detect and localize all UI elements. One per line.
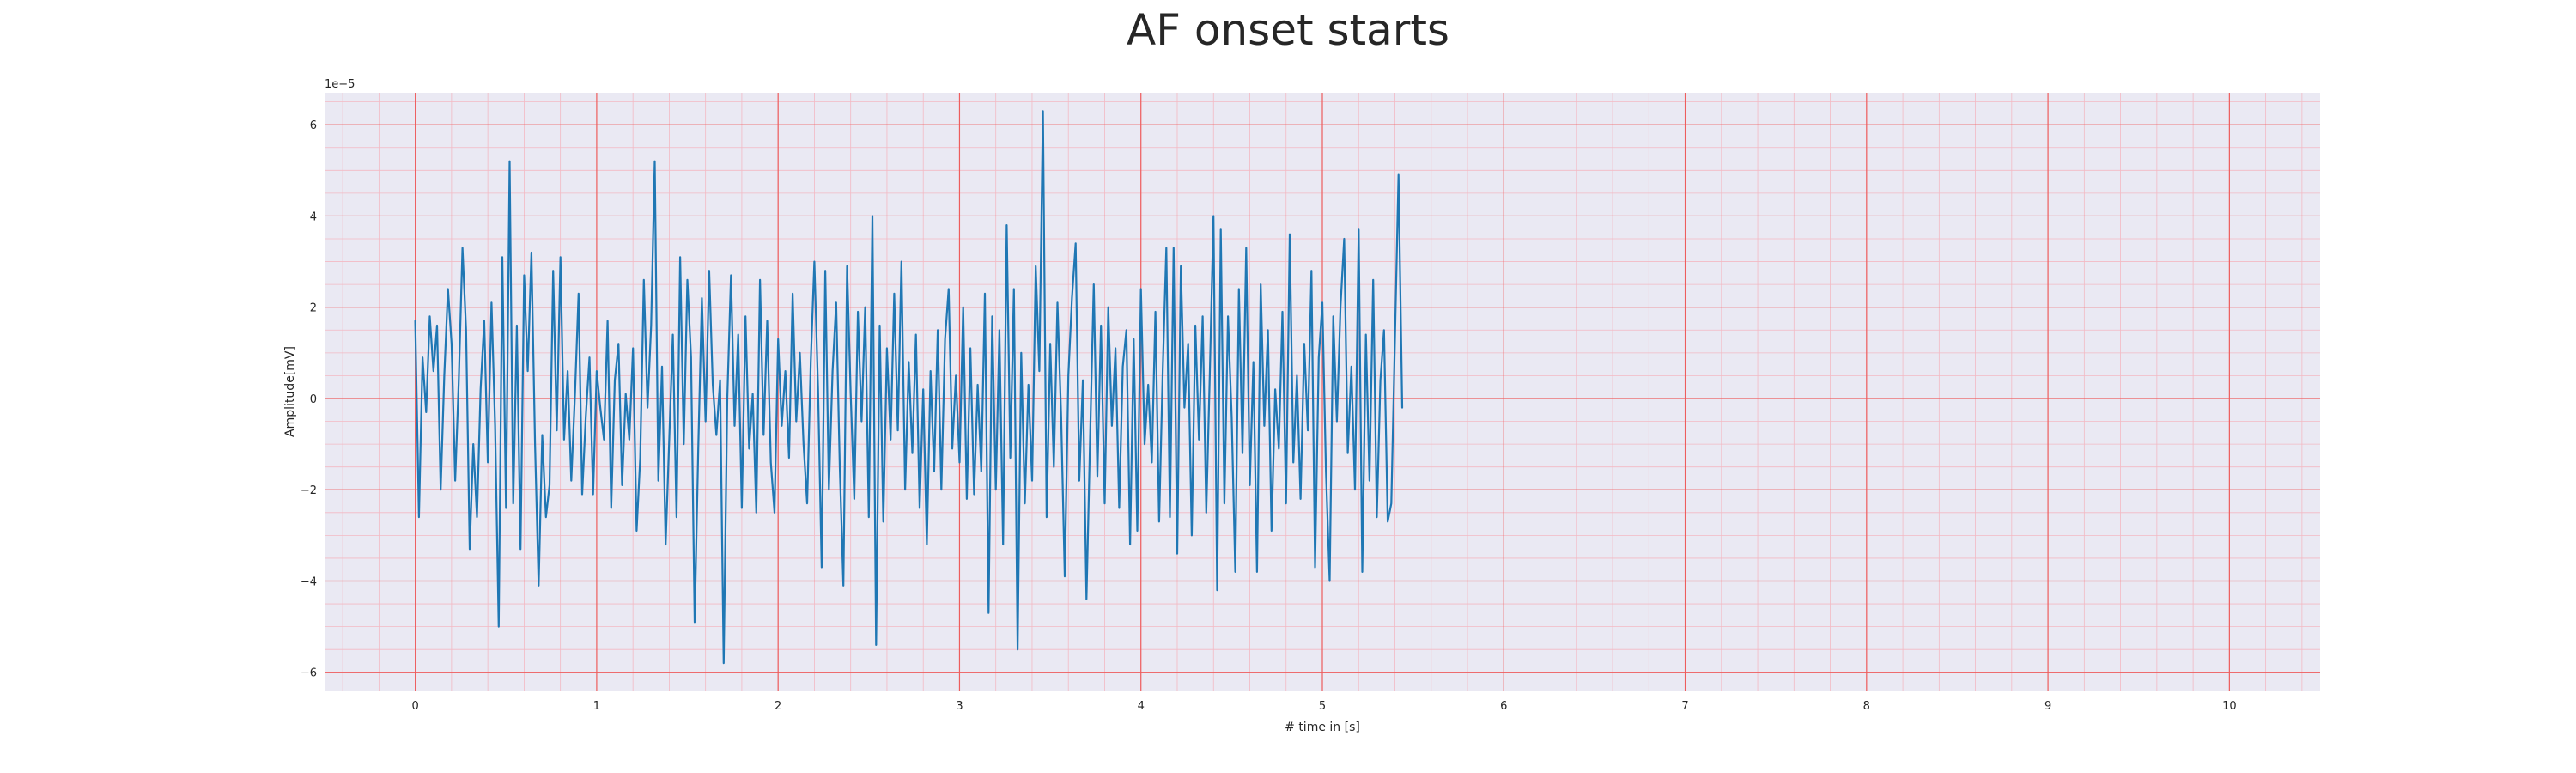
- x-tick-label: 4: [1138, 700, 1145, 713]
- series-line: [414, 110, 1404, 665]
- x-tick-label: 8: [1863, 700, 1870, 713]
- x-tick-label: 9: [2044, 700, 2051, 713]
- y-tick-label: 6: [310, 119, 317, 132]
- x-axis-label: # time in [s]: [1285, 721, 1360, 734]
- y-tick-label: 2: [310, 302, 317, 315]
- x-tick-label: 10: [2222, 700, 2237, 713]
- major-grid: [325, 93, 2320, 691]
- y-tick-label: −2: [301, 484, 317, 497]
- x-tick-label: 1: [593, 700, 600, 713]
- y-tick-labels: −6 −4 −2 0 2 4 6: [301, 119, 317, 680]
- x-tick-label: 0: [411, 700, 418, 713]
- x-tick-label: 3: [956, 700, 963, 713]
- series-layer: [414, 110, 1404, 665]
- x-tick-label: 6: [1500, 700, 1507, 713]
- x-tick-label: 2: [775, 700, 781, 713]
- y-axis-offset-text: 1e−5: [325, 78, 355, 91]
- y-tick-label: −4: [301, 575, 317, 588]
- y-tick-label: 0: [310, 393, 317, 406]
- y-axis-label: Amplitude[mV]: [283, 346, 297, 437]
- y-tick-label: −6: [301, 667, 317, 680]
- x-tick-labels: 0 1 2 3 4 5 6 7 8 9 10: [411, 700, 2236, 713]
- chart-title: AF onset starts: [1127, 5, 1449, 55]
- x-tick-label: 5: [1319, 700, 1326, 713]
- x-tick-label: 7: [1681, 700, 1688, 713]
- y-tick-label: 4: [310, 210, 317, 223]
